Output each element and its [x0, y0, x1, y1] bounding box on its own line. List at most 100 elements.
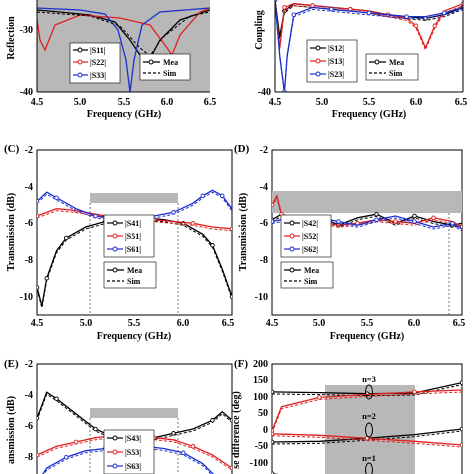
series-sim-line-s12 [275, 1, 463, 39]
data-point [171, 210, 176, 215]
panel-b-xtick: 4.5 [269, 97, 282, 108]
panel-f-curves [272, 380, 462, 474]
legend-sim: Sim [163, 69, 177, 78]
data-point [37, 285, 40, 290]
data-point [93, 213, 98, 219]
data-point [181, 450, 186, 456]
panel-d-xtick: 6.5 [453, 318, 466, 329]
phase-marker-n3 [365, 384, 373, 400]
panel-c: (C) -2 -4 -6 -8 -10 4.5 5.0 5.5 6.0 6.5 … [4, 143, 234, 342]
panel-a-ytick: -40 [20, 87, 33, 98]
legend-s22: |S22| [90, 58, 106, 67]
data-point [413, 23, 419, 29]
data-point [374, 211, 379, 217]
panel-f-label: (F) [234, 358, 248, 370]
panel-b-xtick: 5.5 [363, 97, 376, 108]
legend-sim: Sim [127, 277, 141, 286]
data-point [210, 418, 215, 423]
data-point [63, 454, 69, 460]
data-point [210, 243, 215, 248]
data-point [37, 199, 40, 204]
data-point [171, 431, 176, 436]
panel-a-legend2: Mea Sim [139, 53, 191, 81]
panel-b-legend: |S12| |S13| |S23| [306, 39, 358, 83]
data-point [63, 235, 69, 241]
data-point [404, 14, 409, 19]
legend-mea: Mea [304, 266, 319, 275]
data-point [374, 217, 379, 222]
panel-a-xtick: 6.0 [161, 97, 174, 108]
panel-e: (E) -2 -4 -6 -8 ansmission (dB) |S43| |S… [4, 358, 233, 474]
panel-c-legend: |S41| |S51| |S61| [103, 214, 155, 258]
panel-c-legend2: Mea Sim [103, 261, 157, 289]
data-point [459, 380, 462, 385]
panel-c-shaded-band [90, 193, 178, 203]
legend-s11: |S11| [90, 46, 106, 55]
panel-c-ytick: -10 [20, 292, 33, 303]
panel-b-ylabel: Coupling [254, 10, 265, 49]
panel-b-xtick: 6.0 [410, 97, 423, 108]
annotation-n2: n=2 [362, 411, 376, 421]
panel-f-ylabel: se difference (deg) [231, 391, 242, 469]
legend-sim: Sim [304, 277, 318, 286]
panel-d-legend2: Mea Sim [280, 261, 334, 289]
panel-d-shaded-band [272, 191, 462, 213]
data-point [229, 226, 232, 232]
data-point [272, 439, 275, 445]
panel-d-xtick: 4.5 [266, 318, 279, 329]
legend-s23: |S23| [328, 70, 344, 79]
legend-s62: |S62| [302, 245, 318, 254]
series-sim-line-s63 [43, 447, 212, 474]
panel-b-ytick: -40 [258, 87, 271, 98]
data-point [229, 418, 232, 423]
panel-c-ytick: -4 [25, 182, 33, 193]
panel-b-xtick: 6.5 [455, 97, 468, 108]
panel-e-ytick: -8 [25, 452, 33, 463]
data-point [366, 10, 372, 16]
panel-e-ytick: -4 [25, 390, 33, 401]
panel-f-ytick: -50 [255, 441, 268, 452]
panel-f-shaded-band [325, 385, 415, 474]
panel-d-ytick: -4 [260, 182, 268, 193]
data-point [412, 389, 417, 395]
data-point [229, 465, 232, 471]
panel-c-xlabel: Frequency (GHz) [97, 331, 172, 342]
series-sim-line-s23 [275, 1, 463, 92]
data-point [190, 444, 196, 449]
data-point [200, 193, 206, 199]
data-point [431, 215, 436, 221]
s11-sim-line [37, 11, 210, 57]
panel-b-curves [275, 0, 463, 92]
panel-d-ytick: -8 [260, 255, 268, 266]
data-point [229, 294, 232, 299]
panel-a: -30 -40 4.5 5.0 5.5 6.0 6.5 Frequency (G… [6, 0, 216, 120]
data-point [329, 6, 334, 12]
panel-e-shaded-band [90, 408, 178, 418]
panel-b: -40 4.5 5.0 5.5 6.0 6.5 Frequency (GHz) … [254, 0, 467, 120]
panel-c-xtick: 5.5 [128, 318, 141, 329]
panel-e-legend: |S43| |S53| |S63| [103, 429, 155, 474]
panel-d-ylabel: Transmission (dB) [238, 193, 249, 271]
legend-mea: Mea [127, 266, 142, 275]
panel-d-ytick: -2 [260, 145, 268, 156]
panel-a-ylabel: Reflection [6, 16, 17, 60]
panel-d-ytick: -6 [260, 218, 268, 229]
panel-c-ytick: -6 [25, 218, 33, 229]
panel-a-ytick: -30 [20, 25, 33, 36]
data-point [317, 395, 322, 400]
legend-mea: Mea [389, 58, 404, 67]
panel-a-xtick: 6.5 [204, 97, 217, 108]
data-point [54, 396, 59, 401]
data-point [412, 219, 417, 224]
data-point [393, 219, 398, 224]
panel-c-xtick: 4.5 [31, 318, 44, 329]
phase-marker-n1 [365, 462, 373, 474]
panel-c-xtick: 6.5 [222, 318, 235, 329]
series-line-4-1 [272, 389, 462, 432]
panel-b-xtick: 5.0 [316, 97, 329, 108]
data-point [441, 10, 447, 16]
legend-mea: Mea [163, 58, 178, 67]
s33-mea-line [37, 7, 210, 92]
series-sim-line-s41 [37, 219, 232, 308]
